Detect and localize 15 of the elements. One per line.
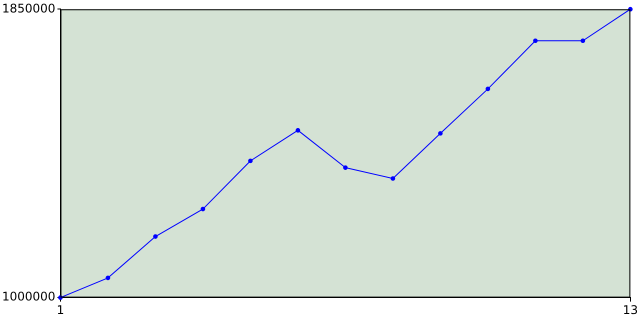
point [533, 38, 538, 44]
point [153, 234, 158, 239]
point [486, 86, 490, 92]
x-tick-label: 1 [56, 302, 64, 317]
point [438, 131, 443, 136]
point [343, 165, 348, 170]
point [200, 206, 206, 212]
y-tick-label: 1850000 [2, 1, 56, 16]
point [390, 176, 396, 181]
point [248, 158, 253, 164]
y-tick-label: 1000000 [2, 290, 56, 304]
point [296, 128, 300, 133]
x-tick-label: 13 [622, 302, 638, 317]
point [106, 276, 110, 280]
point [580, 38, 586, 44]
